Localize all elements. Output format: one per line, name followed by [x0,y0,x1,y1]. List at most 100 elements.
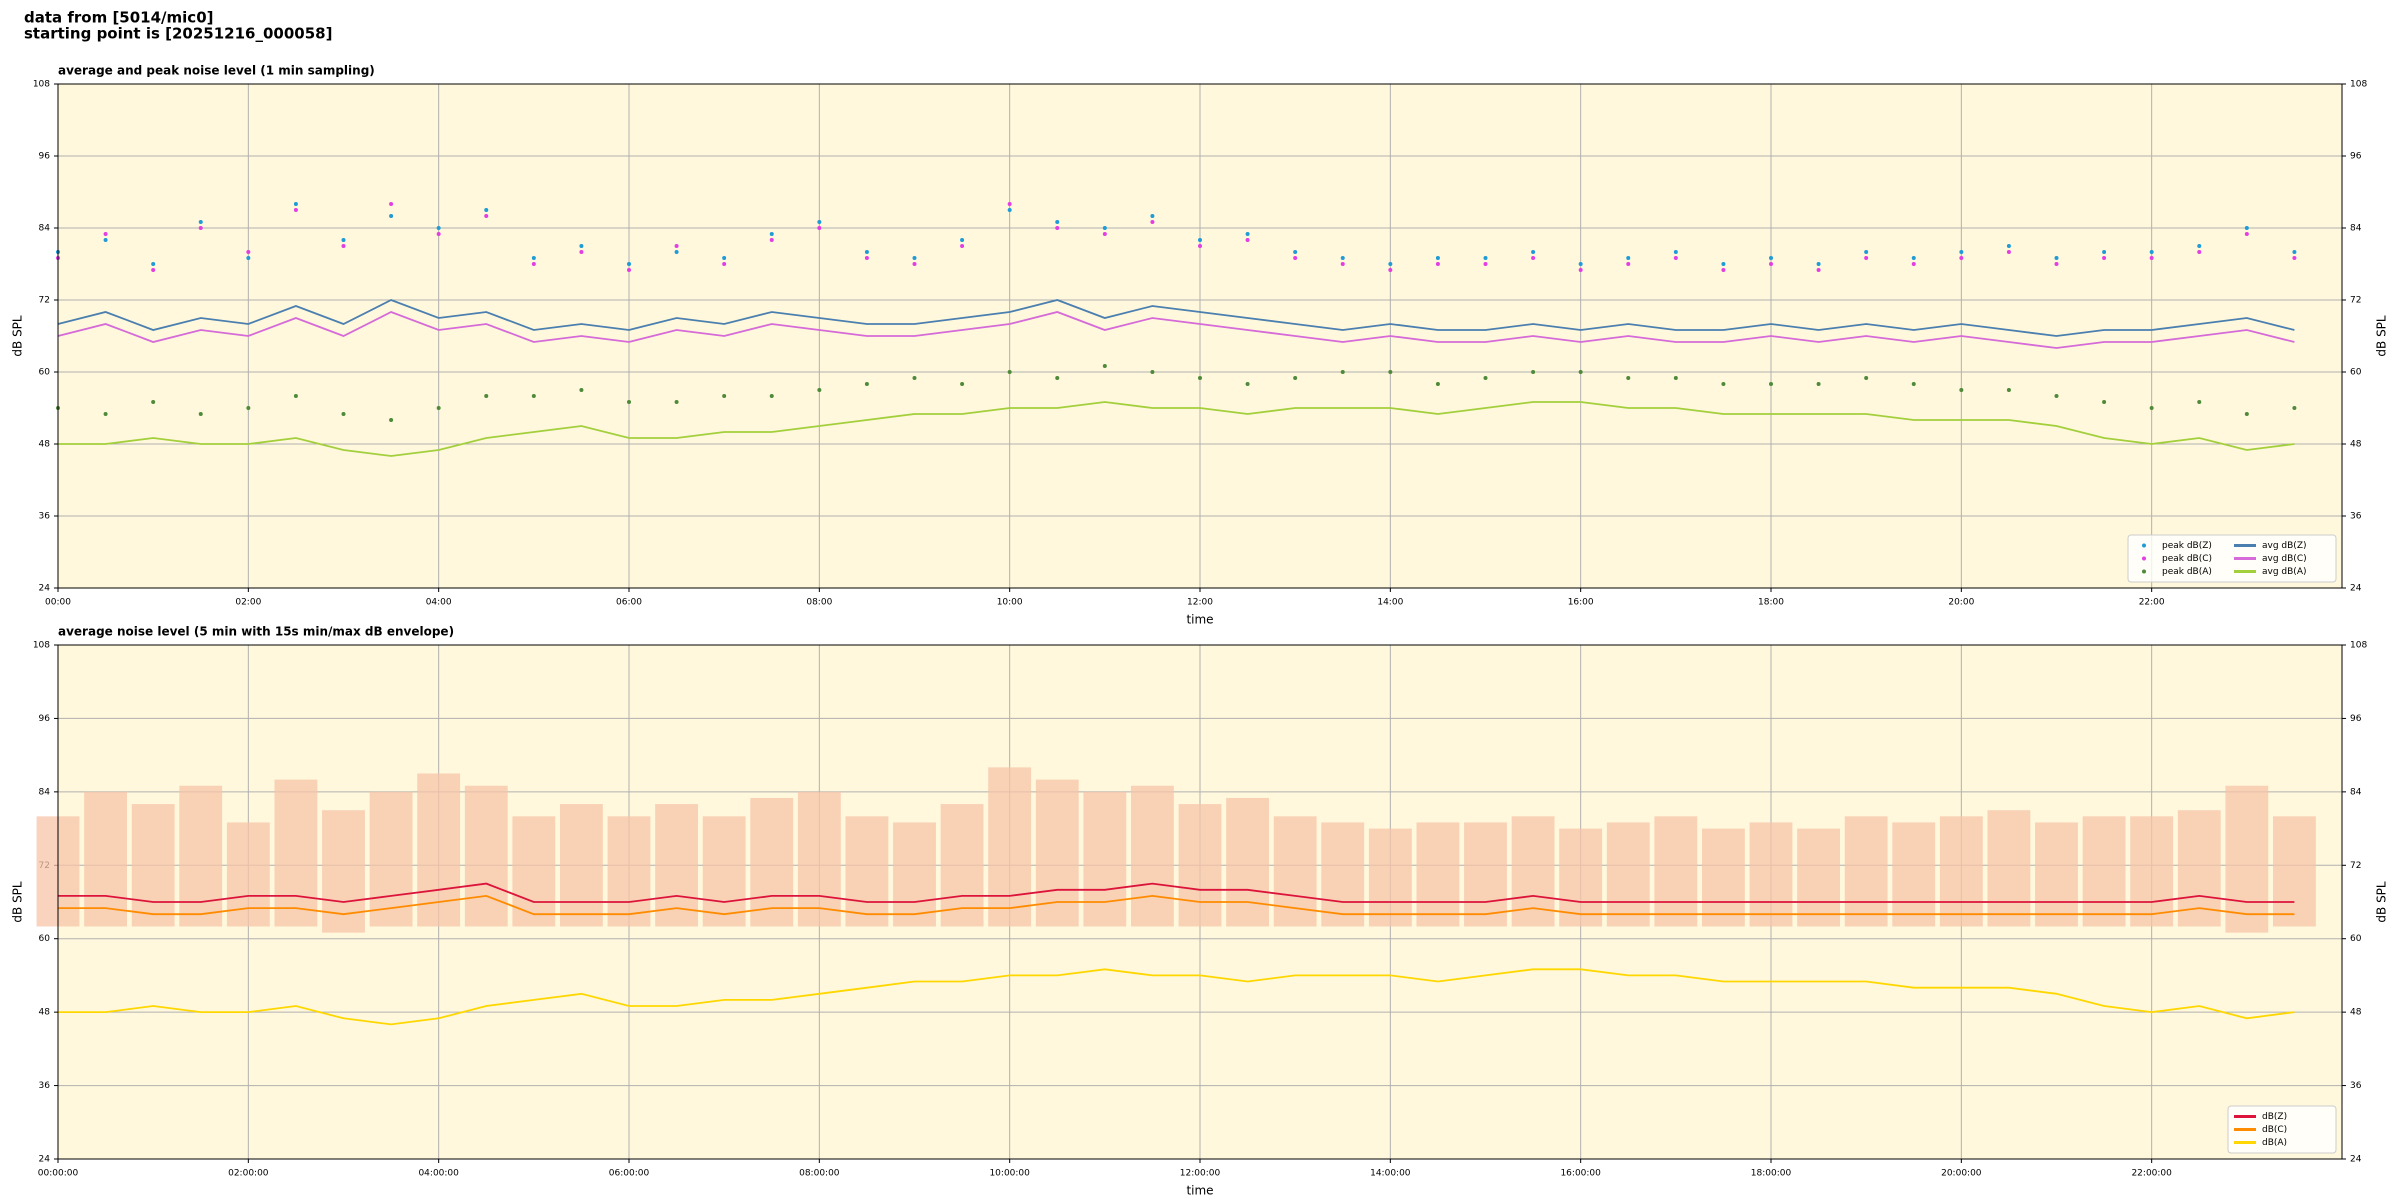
x-tick-label: 04:00:00 [418,1169,459,1179]
scatter-point [1245,382,1250,386]
scatter-point [389,202,394,206]
x-tick-label: 20:00 [1948,598,1974,608]
envelope-band [464,785,508,927]
scatter-point [2197,244,2202,248]
envelope-band [179,785,223,927]
scatter-point [2054,262,2059,266]
envelope-band [512,816,556,927]
scatter-point [484,214,489,218]
scatter-point [484,208,489,212]
scatter-point [1721,262,1726,266]
scatter-point [1293,250,1298,254]
scatter-point [627,262,631,266]
scatter-point [1578,268,1583,272]
x-tick-label: 16:00:00 [1560,1169,1601,1179]
scatter-point [341,238,346,242]
scatter-point [198,220,203,224]
y2-axis-label: dB SPL [2375,315,2389,357]
legend-label: peak dB(A) [2162,567,2212,577]
scatter-point [2292,406,2297,410]
envelope-band [1797,828,1840,927]
scatter-point [1055,226,1060,230]
scatter-point [1864,256,1869,260]
envelope-band [2273,816,2316,927]
scatter-point [2244,412,2249,416]
x-tick-label: 00:00:00 [38,1169,79,1179]
y-tick-label: 24 [39,1155,51,1165]
scatter-point [1483,376,1488,380]
scatter-point [1721,268,1726,272]
scatter-point [531,256,536,260]
legend-label: peak dB(C) [2162,554,2212,564]
scatter-point [864,256,869,260]
legend-label: peak dB(Z) [2162,541,2212,551]
scatter-point [960,382,965,386]
scatter-point [246,406,251,410]
envelope-band [988,767,1032,927]
scatter-point [1483,262,1488,266]
envelope-band [1702,828,1745,927]
scatter-point [912,256,917,260]
envelope-band [655,804,698,927]
scatter-point [293,394,298,398]
x-tick-label: 08:00 [806,598,832,608]
plot-frame [57,83,2343,589]
y2-tick-label: 48 [2350,440,2362,450]
scatter-point [1959,388,1964,392]
x-tick-label: 16:00 [1568,598,1594,608]
scatter-point [151,262,156,266]
scatter-point [1531,370,1536,374]
scatter-point [1673,376,1678,380]
scatter-point [1388,370,1393,374]
scatter-point [912,376,917,380]
scatter-point [1102,226,1107,230]
envelope-band [1654,816,1698,927]
scatter-point [864,250,869,254]
scatter-point [1578,262,1583,266]
scatter-point [722,256,727,260]
y2-tick-label: 48 [2350,1008,2362,1018]
scatter-point [2006,388,2011,392]
envelope-band [940,804,984,927]
y2-tick-label: 36 [2350,1081,2362,1091]
y-tick-label: 36 [39,1081,51,1091]
y-tick-label: 108 [33,641,50,651]
envelope-band [607,816,651,927]
scatter-point [1959,256,1964,260]
y-tick-label: 48 [39,440,51,450]
scatter-point [1531,250,1536,254]
scatter-point [341,244,346,248]
y2-axis-label: dB SPL [2375,881,2389,923]
scatter-point [198,412,203,416]
scatter-point [2292,256,2297,260]
scatter-point [1578,370,1583,374]
legend-label: dB(C) [2262,1125,2287,1135]
scatter-point [436,232,441,236]
scatter-point [1626,262,1631,266]
y2-tick-label: 60 [2350,934,2362,944]
scatter-point [1673,250,1678,254]
scatter-point [1245,232,1250,236]
scatter-point [1388,262,1393,266]
y-tick-label: 48 [39,1008,51,1018]
scatter-point [1293,256,1298,260]
scatter-point [1007,370,1012,374]
legend-label: avg dB(A) [2262,567,2306,577]
scatter-point [579,244,584,248]
series-line [58,968,2295,1026]
x-tick-label: 10:00 [997,598,1023,608]
scatter-point [436,226,441,230]
scatter-point [1007,208,1012,212]
series-line [57,311,2295,349]
scatter-point [769,238,774,242]
x-tick-label: 22:00:00 [2131,1169,2172,1179]
scatter-point [1816,262,1821,266]
x-tick-label: 00:00 [45,598,71,608]
scatter-point [151,400,156,404]
scatter-point [1150,214,1155,218]
y-tick-label: 60 [39,934,51,944]
y2-tick-label: 96 [2350,714,2362,724]
y2-tick-label: 60 [2350,368,2362,378]
y-tick-label: 84 [39,224,51,234]
